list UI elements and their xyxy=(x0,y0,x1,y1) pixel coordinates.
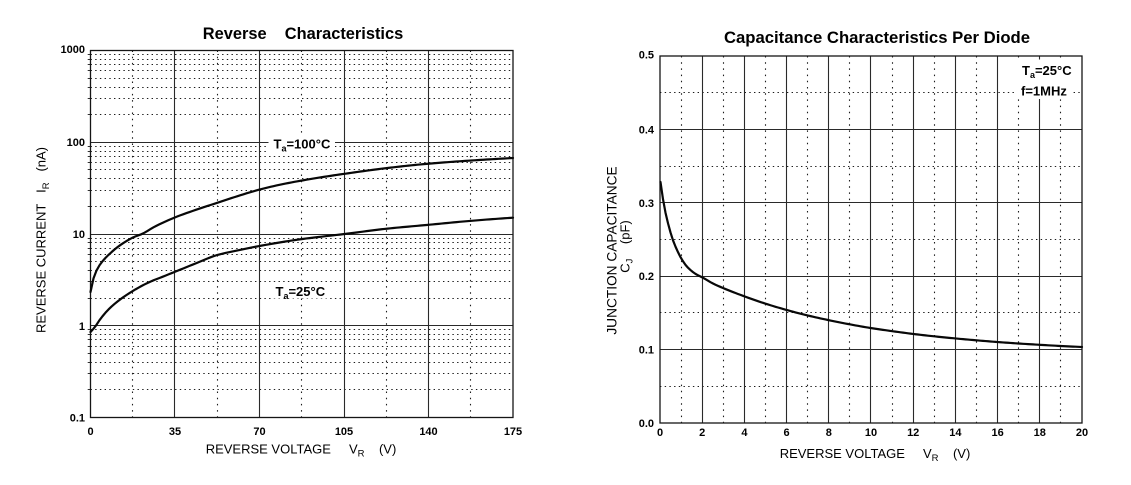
svg-text:0.1: 0.1 xyxy=(70,413,85,425)
svg-text:6: 6 xyxy=(784,427,790,439)
svg-text:0: 0 xyxy=(657,427,663,439)
svg-text:1000: 1000 xyxy=(61,44,85,56)
svg-text:Reverse Characteristics: Reverse Characteristics xyxy=(203,25,403,43)
svg-text:140: 140 xyxy=(419,426,437,438)
svg-text:REVERSE VOLTAGE VR (V): REVERSE VOLTAGE VR (V) xyxy=(206,442,397,460)
svg-text:Capacitance Characteristics Pe: Capacitance Characteristics Per Diode xyxy=(724,28,1030,47)
svg-text:REVERSE CURRENT IR (nA): REVERSE CURRENT IR (nA) xyxy=(34,147,52,333)
svg-text:0.0: 0.0 xyxy=(639,418,654,430)
svg-text:0.4: 0.4 xyxy=(639,124,655,136)
svg-text:100: 100 xyxy=(67,137,85,149)
svg-text:10: 10 xyxy=(865,427,877,439)
svg-text:12: 12 xyxy=(907,427,919,439)
svg-text:70: 70 xyxy=(253,426,265,438)
svg-text:0.1: 0.1 xyxy=(639,345,654,357)
svg-text:0: 0 xyxy=(87,426,93,438)
svg-text:8: 8 xyxy=(826,427,832,439)
svg-text:18: 18 xyxy=(1034,427,1046,439)
svg-text:16: 16 xyxy=(991,427,1003,439)
svg-text:0.3: 0.3 xyxy=(639,198,654,210)
svg-text:f=1MHz: f=1MHz xyxy=(1021,84,1067,99)
svg-text:REVERSE VOLTAGE VR (V): REVERSE VOLTAGE VR (V) xyxy=(780,446,971,464)
svg-text:175: 175 xyxy=(504,426,522,438)
svg-text:4: 4 xyxy=(741,427,748,439)
svg-text:35: 35 xyxy=(169,426,181,438)
svg-text:Ta=25°C: Ta=25°C xyxy=(276,284,326,301)
svg-text:20: 20 xyxy=(1076,427,1088,439)
svg-text:JUNCTION CAPACITANCE: JUNCTION CAPACITANCE xyxy=(605,166,620,334)
svg-text:Ta=25°C: Ta=25°C xyxy=(1022,63,1072,80)
svg-text:0.2: 0.2 xyxy=(639,271,654,283)
svg-text:2: 2 xyxy=(699,427,705,439)
svg-text:1: 1 xyxy=(79,321,85,333)
svg-text:14: 14 xyxy=(949,427,962,439)
svg-text:105: 105 xyxy=(335,426,353,438)
svg-text:10: 10 xyxy=(73,229,85,241)
svg-text:0.5: 0.5 xyxy=(639,50,654,62)
svg-text:Ta=100°C: Ta=100°C xyxy=(274,137,331,154)
